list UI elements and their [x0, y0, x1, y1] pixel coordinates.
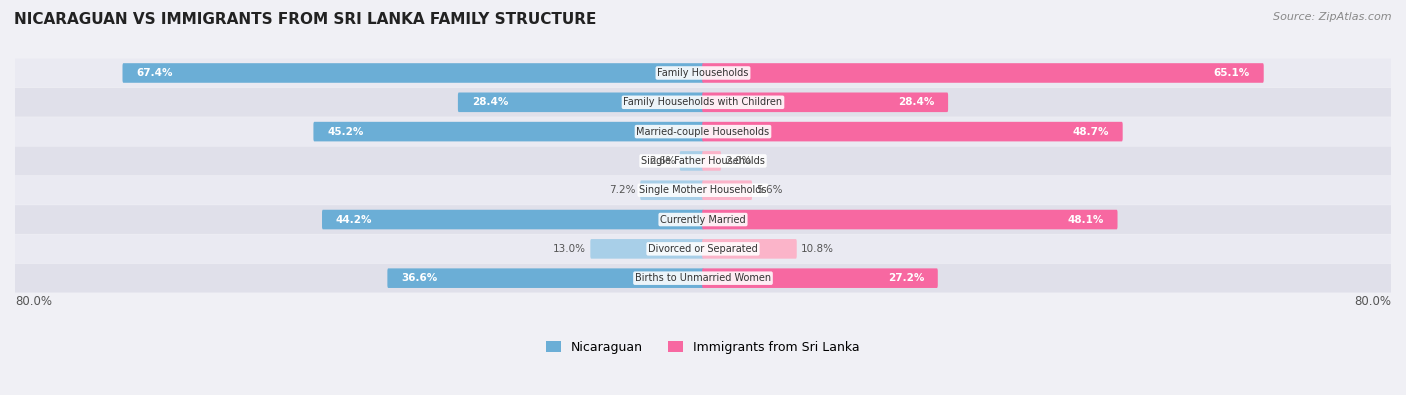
FancyBboxPatch shape	[702, 122, 1122, 141]
FancyBboxPatch shape	[591, 239, 704, 259]
Text: 48.7%: 48.7%	[1073, 127, 1109, 137]
FancyBboxPatch shape	[14, 88, 1392, 117]
Text: Births to Unmarried Women: Births to Unmarried Women	[636, 273, 770, 283]
Text: Married-couple Households: Married-couple Households	[637, 127, 769, 137]
FancyBboxPatch shape	[702, 151, 721, 171]
Text: Currently Married: Currently Married	[661, 214, 745, 224]
Text: Source: ZipAtlas.com: Source: ZipAtlas.com	[1274, 12, 1392, 22]
Text: 27.2%: 27.2%	[887, 273, 924, 283]
FancyBboxPatch shape	[702, 92, 948, 112]
Text: 10.8%: 10.8%	[801, 244, 834, 254]
FancyBboxPatch shape	[458, 92, 704, 112]
FancyBboxPatch shape	[14, 176, 1392, 205]
Text: 48.1%: 48.1%	[1067, 214, 1104, 224]
FancyBboxPatch shape	[322, 210, 704, 229]
FancyBboxPatch shape	[679, 151, 704, 171]
FancyBboxPatch shape	[388, 268, 704, 288]
Text: 65.1%: 65.1%	[1213, 68, 1250, 78]
Text: 13.0%: 13.0%	[553, 244, 586, 254]
Text: Divorced or Separated: Divorced or Separated	[648, 244, 758, 254]
Text: 7.2%: 7.2%	[609, 185, 636, 195]
Text: 80.0%: 80.0%	[15, 295, 52, 308]
Text: 28.4%: 28.4%	[471, 97, 508, 107]
Text: 28.4%: 28.4%	[898, 97, 935, 107]
Text: 2.0%: 2.0%	[725, 156, 752, 166]
Text: 5.6%: 5.6%	[756, 185, 783, 195]
Text: Family Households with Children: Family Households with Children	[623, 97, 783, 107]
FancyBboxPatch shape	[122, 63, 704, 83]
FancyBboxPatch shape	[702, 239, 797, 259]
Text: Family Households: Family Households	[658, 68, 748, 78]
Legend: Nicaraguan, Immigrants from Sri Lanka: Nicaraguan, Immigrants from Sri Lanka	[541, 336, 865, 359]
FancyBboxPatch shape	[702, 210, 1118, 229]
FancyBboxPatch shape	[702, 181, 752, 200]
Text: 36.6%: 36.6%	[401, 273, 437, 283]
FancyBboxPatch shape	[640, 181, 704, 200]
Text: 80.0%: 80.0%	[1354, 295, 1391, 308]
Text: 67.4%: 67.4%	[136, 68, 173, 78]
Text: 2.6%: 2.6%	[650, 156, 675, 166]
FancyBboxPatch shape	[14, 117, 1392, 146]
FancyBboxPatch shape	[702, 63, 1264, 83]
FancyBboxPatch shape	[702, 268, 938, 288]
Text: Single Father Households: Single Father Households	[641, 156, 765, 166]
Text: 44.2%: 44.2%	[336, 214, 373, 224]
Text: Single Mother Households: Single Mother Households	[640, 185, 766, 195]
FancyBboxPatch shape	[14, 147, 1392, 175]
FancyBboxPatch shape	[314, 122, 704, 141]
FancyBboxPatch shape	[14, 205, 1392, 234]
FancyBboxPatch shape	[14, 235, 1392, 263]
FancyBboxPatch shape	[14, 264, 1392, 293]
FancyBboxPatch shape	[14, 58, 1392, 87]
Text: NICARAGUAN VS IMMIGRANTS FROM SRI LANKA FAMILY STRUCTURE: NICARAGUAN VS IMMIGRANTS FROM SRI LANKA …	[14, 12, 596, 27]
Text: 45.2%: 45.2%	[328, 127, 364, 137]
